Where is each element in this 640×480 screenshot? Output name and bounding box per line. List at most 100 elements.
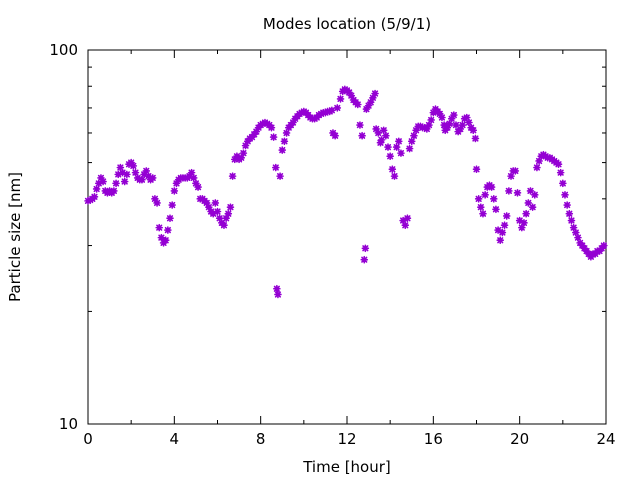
data-point — [382, 131, 390, 140]
data-point — [166, 214, 174, 223]
data-point — [276, 172, 284, 180]
data-point — [429, 108, 438, 117]
x-tick-label: 20 — [510, 430, 529, 448]
data-point — [377, 136, 386, 144]
data-point — [226, 203, 235, 211]
data-point — [392, 143, 401, 151]
data-point — [423, 125, 431, 133]
data-point — [120, 177, 129, 186]
data-point — [397, 149, 405, 157]
data-point — [465, 118, 473, 127]
data-point — [282, 129, 291, 137]
x-tick-label: 0 — [83, 430, 93, 448]
data-point — [220, 221, 228, 230]
data-point — [233, 152, 241, 161]
data-point — [333, 104, 342, 112]
data-point — [129, 162, 138, 170]
x-tick-label: 8 — [256, 430, 266, 448]
data-point — [213, 207, 222, 216]
data-point — [269, 133, 278, 141]
data-point — [384, 143, 392, 151]
data-point — [518, 223, 526, 232]
data-point — [99, 177, 107, 186]
data-point — [345, 88, 353, 97]
data-point — [443, 123, 452, 132]
data-point — [524, 199, 533, 207]
data-point — [487, 183, 496, 191]
data-point — [528, 203, 537, 211]
data-point — [388, 165, 397, 174]
data-point — [241, 141, 250, 150]
data-point — [185, 172, 194, 180]
data-point — [565, 209, 574, 218]
data-point — [353, 100, 362, 109]
data-point — [474, 195, 483, 203]
data-point — [526, 187, 535, 195]
data-point — [410, 131, 418, 140]
data-point — [110, 187, 118, 195]
data-point — [116, 163, 125, 172]
data-point — [336, 95, 345, 103]
data-point — [189, 174, 198, 182]
data-point — [92, 185, 101, 193]
data-point — [412, 126, 420, 135]
data-point — [194, 183, 202, 191]
data-point — [471, 134, 480, 143]
data-point — [436, 110, 444, 118]
data-points — [84, 85, 608, 299]
data-point — [230, 155, 239, 164]
data-point — [472, 165, 481, 174]
data-point — [118, 168, 127, 177]
data-point — [237, 153, 246, 162]
data-point — [479, 209, 487, 218]
chart-title: Modes location (5/9/1) — [263, 15, 431, 33]
data-point — [90, 193, 99, 201]
data-point — [372, 125, 380, 133]
data-point — [533, 163, 541, 172]
data-point — [405, 144, 414, 153]
data-point — [142, 167, 151, 175]
data-point — [559, 179, 567, 188]
data-point — [507, 172, 515, 180]
data-point — [155, 223, 164, 232]
data-point — [379, 126, 388, 135]
data-point — [140, 170, 148, 179]
data-point — [386, 152, 394, 161]
data-point — [371, 89, 379, 98]
data-point — [168, 201, 176, 209]
data-point — [278, 146, 287, 154]
data-point — [222, 214, 230, 223]
data-point — [447, 114, 456, 123]
data-point — [112, 179, 120, 188]
data-point — [202, 199, 211, 207]
data-point — [469, 126, 478, 135]
data-point — [600, 241, 608, 250]
x-tick-label: 12 — [337, 430, 356, 448]
data-point — [94, 179, 103, 188]
data-point — [438, 113, 446, 122]
data-point — [114, 170, 123, 179]
data-point — [561, 191, 569, 199]
data-point — [144, 172, 153, 180]
data-point — [496, 236, 505, 245]
data-point — [151, 195, 159, 203]
data-point — [127, 158, 135, 167]
data-point — [170, 187, 179, 195]
data-point — [574, 233, 582, 242]
data-point — [138, 175, 146, 184]
data-point — [530, 191, 539, 199]
data-point — [427, 116, 435, 124]
data-point — [289, 118, 297, 127]
data-point — [362, 105, 371, 113]
data-point — [148, 174, 157, 182]
data-point — [505, 187, 513, 195]
plot-frame — [87, 49, 607, 425]
data-point — [369, 94, 377, 102]
data-point — [477, 203, 485, 211]
data-point — [458, 121, 467, 129]
data-point — [187, 168, 196, 177]
data-point — [153, 199, 161, 207]
data-point — [450, 111, 458, 119]
data-point — [571, 228, 580, 237]
